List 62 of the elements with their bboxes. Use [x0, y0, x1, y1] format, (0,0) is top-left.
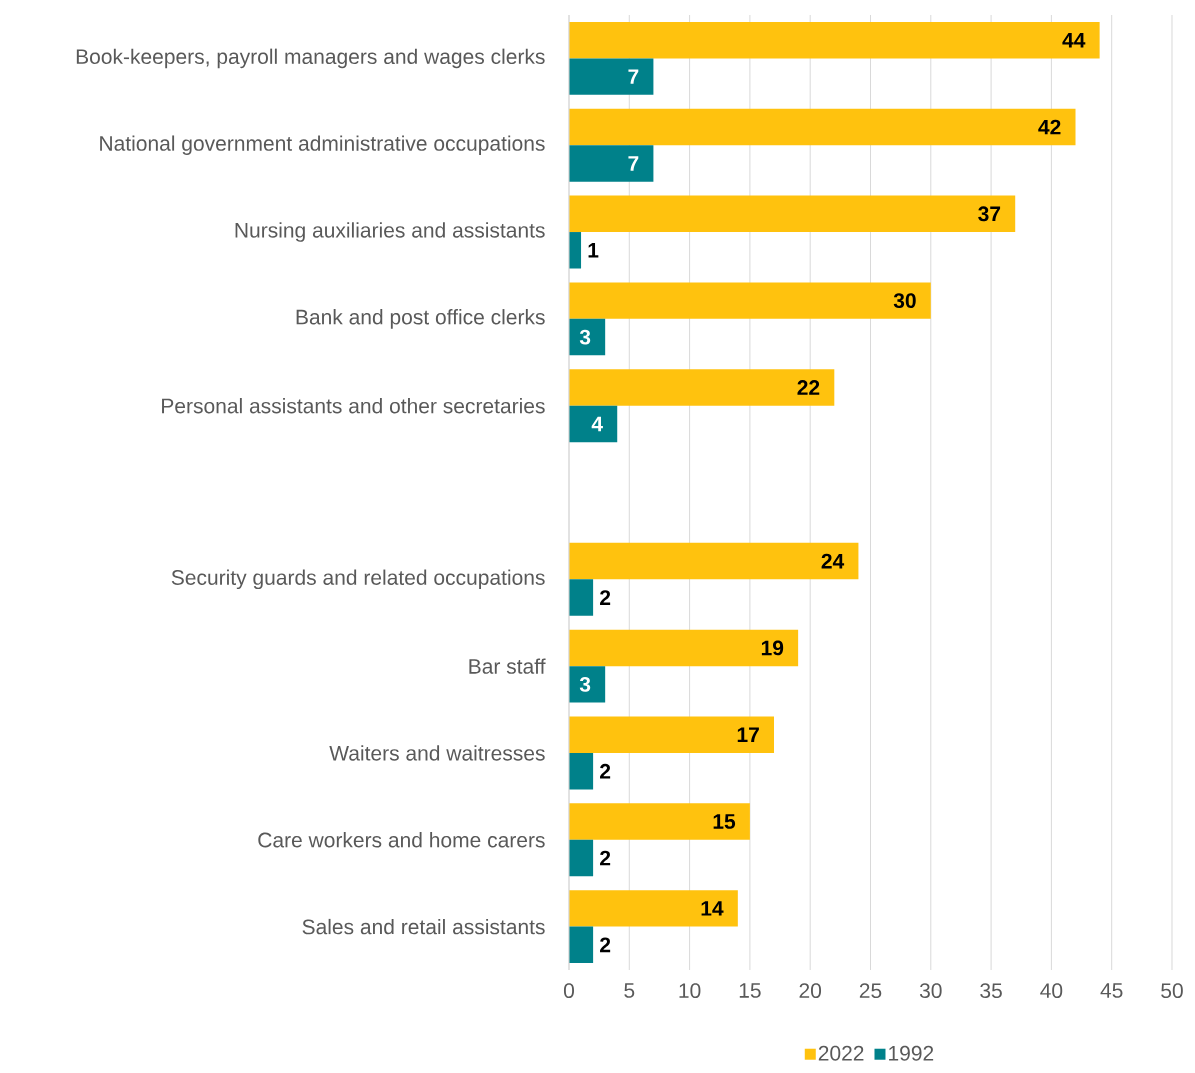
data-label: 37 — [978, 206, 1001, 222]
x-tick-label: 20 — [799, 983, 822, 999]
x-tick-label: 10 — [679, 983, 701, 999]
x-tick-label: 5 — [624, 983, 635, 998]
bar — [568, 405, 618, 443]
data-label: 17 — [737, 727, 759, 742]
data-label: 3 — [579, 676, 591, 692]
y-tick-label: Bank and post office clerks — [296, 309, 545, 329]
data-label: 30 — [893, 293, 916, 309]
y-tick-label: Sales and retail assistants — [302, 918, 545, 935]
legend-label: 1992 — [889, 1045, 934, 1061]
data-label: 7 — [628, 156, 639, 171]
data-label: 1 — [588, 243, 599, 258]
bar — [568, 232, 582, 269]
data-label: 19 — [761, 640, 784, 656]
x-tick-label: 0 — [563, 983, 575, 999]
data-label: 2 — [600, 590, 611, 605]
data-label: 2 — [600, 850, 611, 866]
bar — [568, 839, 594, 877]
bar — [568, 145, 654, 182]
y-tick-label: Care workers and home carers — [258, 832, 545, 848]
bar — [568, 803, 750, 840]
y-tick-label: Book-keepers, payroll managers and wages clerks — [76, 48, 545, 69]
data-label: 7 — [628, 69, 639, 84]
data-label: 42 — [1038, 119, 1061, 135]
bar — [568, 542, 859, 580]
x-tick-label: 35 — [980, 983, 1002, 999]
data-label: 22 — [797, 380, 820, 395]
data-label: 3 — [579, 329, 591, 345]
bar — [568, 926, 594, 964]
x-tick-label: 45 — [1100, 983, 1123, 998]
data-label: 14 — [701, 901, 724, 916]
bar — [568, 716, 775, 753]
bar — [568, 752, 594, 790]
y-tick-label: Bar staff — [469, 658, 546, 674]
bar — [568, 369, 835, 406]
y-tick-label: Security guards and related occupations — [171, 569, 545, 590]
y-tick-label: National government administrative occupations — [100, 135, 545, 156]
y-tick-label: Personal assistants and other secretaries — [162, 397, 545, 414]
bar — [568, 21, 1100, 59]
data-label: 4 — [591, 416, 603, 432]
data-label: 2 — [600, 763, 611, 779]
bar — [568, 195, 1016, 233]
legend-label: 2022 — [818, 1045, 864, 1061]
y-tick-label: Nursing auxiliaries and assistants — [235, 222, 545, 242]
x-tick-label: 50 — [1161, 983, 1183, 999]
bar — [568, 108, 1076, 146]
data-label: 44 — [1062, 32, 1086, 48]
bar — [568, 629, 799, 667]
data-label: 24 — [821, 553, 845, 569]
y-tick-label: Waiters and waitresses — [329, 745, 545, 761]
x-tick-label: 15 — [739, 983, 761, 998]
bar — [568, 282, 931, 319]
bar — [568, 890, 738, 927]
x-tick-label: 40 — [1040, 983, 1063, 999]
bar — [568, 58, 654, 95]
data-label: 2 — [600, 937, 611, 953]
x-tick-label: 25 — [859, 983, 882, 999]
x-tick-label: 30 — [919, 983, 942, 999]
bar — [568, 666, 606, 703]
data-label: 15 — [713, 814, 736, 829]
bar — [568, 579, 594, 616]
